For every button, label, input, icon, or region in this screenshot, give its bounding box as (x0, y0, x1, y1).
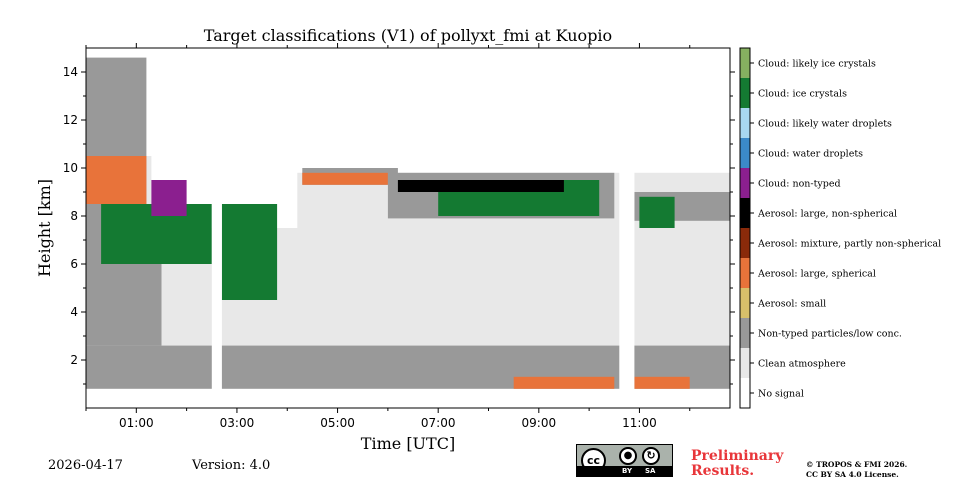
legend-label: Aerosol: large, non-spherical (757, 209, 897, 220)
legend-label: Cloud: ice crystals (758, 89, 847, 100)
preliminary-line-1: Preliminary (691, 448, 784, 464)
legend-swatch (740, 288, 750, 318)
legend-label: Cloud: likely water droplets (758, 119, 892, 130)
x-tick-label: 09:00 (522, 416, 557, 430)
y-tick-label: 8 (70, 209, 78, 223)
legend-label: Cloud: water droplets (758, 149, 863, 160)
y-axis-label: Height [km] (35, 179, 54, 277)
class-region-no-signal (619, 48, 635, 408)
copyright-line-2: CC BY SA 4.0 License. (806, 470, 899, 479)
x-tick-label: 07:00 (421, 416, 456, 430)
legend-swatch (740, 78, 750, 108)
class-region-aerosol-large-non-spherical (397, 180, 564, 192)
class-region-cloud-ice-crystals (221, 204, 278, 300)
legend-label: Cloud: likely ice crystals (758, 59, 876, 70)
axes: 01:00 03:00 05:00 07:00 09:00 11:00 2 4 6 8 10 12 14 (63, 43, 735, 430)
legend-swatch (740, 168, 750, 198)
legend-label: No signal (758, 389, 804, 400)
class-region-cloud-non-typed (151, 180, 187, 216)
x-tick-label: 01:00 (119, 416, 154, 430)
class-region-aerosol-large-spherical (86, 156, 147, 204)
plot-frame (85, 47, 731, 409)
copyright-notice: © TROPOS & FMI 2026. CC BY SA 4.0 Licens… (806, 460, 907, 480)
share-alike-icon: ↻ (642, 447, 660, 465)
x-tick-label: 05:00 (320, 416, 355, 430)
legend-swatch (740, 198, 750, 228)
legend-swatch (740, 318, 750, 348)
legend-swatch (740, 228, 750, 258)
y-tick-label: 6 (70, 257, 78, 271)
cc-sa-label: SA (645, 467, 656, 475)
colorbar-frame (739, 47, 751, 409)
copyright-line-1: © TROPOS & FMI 2026. (806, 460, 908, 469)
legend-swatch (740, 108, 750, 138)
legend-swatch (740, 138, 750, 168)
y-tick-label: 12 (63, 113, 78, 127)
legend-swatch (740, 378, 750, 408)
y-tick-label: 2 (70, 353, 78, 367)
preliminary-results: Preliminary Results. (691, 449, 783, 479)
legend-label: Aerosol: large, spherical (757, 269, 876, 280)
legend-swatch (740, 348, 750, 378)
class-region-aerosol-large-spherical (634, 376, 690, 389)
cc-strip (577, 466, 672, 476)
x-tick-label: 11:00 (622, 416, 657, 430)
chart-title: Target classifications (V1) of pollyxt_f… (204, 26, 612, 45)
plot-area (86, 48, 730, 408)
legend-swatch (740, 48, 750, 78)
y-tick-label: 14 (63, 65, 78, 79)
date-label: 2026-04-17 (48, 458, 123, 473)
colorbar: No signal Clean atmosphere Non-typed parti… (739, 47, 941, 409)
cc-license-badge: cc ● ↻ BY SA (576, 444, 673, 477)
class-region-no-signal (211, 48, 222, 408)
x-axis-label: Time [UTC] (361, 434, 455, 453)
y-tick-label: 10 (63, 161, 78, 175)
cc-by-label: BY (622, 467, 633, 475)
class-region-aerosol-large-spherical (302, 172, 388, 185)
class-region-aerosol-large-spherical (513, 376, 615, 389)
legend-label: Non-typed particles/low conc. (758, 329, 902, 340)
class-region-cloud-ice-crystals (639, 196, 675, 228)
preliminary-line-2: Results. (691, 463, 755, 479)
legend-label: Clean atmosphere (758, 359, 846, 370)
legend-swatch (740, 258, 750, 288)
y-tick-label: 4 (70, 305, 78, 319)
x-tick-label: 03:00 (220, 416, 255, 430)
legend-label: Aerosol: small (757, 299, 826, 310)
version-label: Version: 4.0 (192, 458, 271, 473)
legend-label: Aerosol: mixture, partly non-spherical (757, 239, 941, 250)
person-icon: ● (619, 447, 637, 465)
legend-label: Cloud: non-typed (758, 179, 841, 190)
